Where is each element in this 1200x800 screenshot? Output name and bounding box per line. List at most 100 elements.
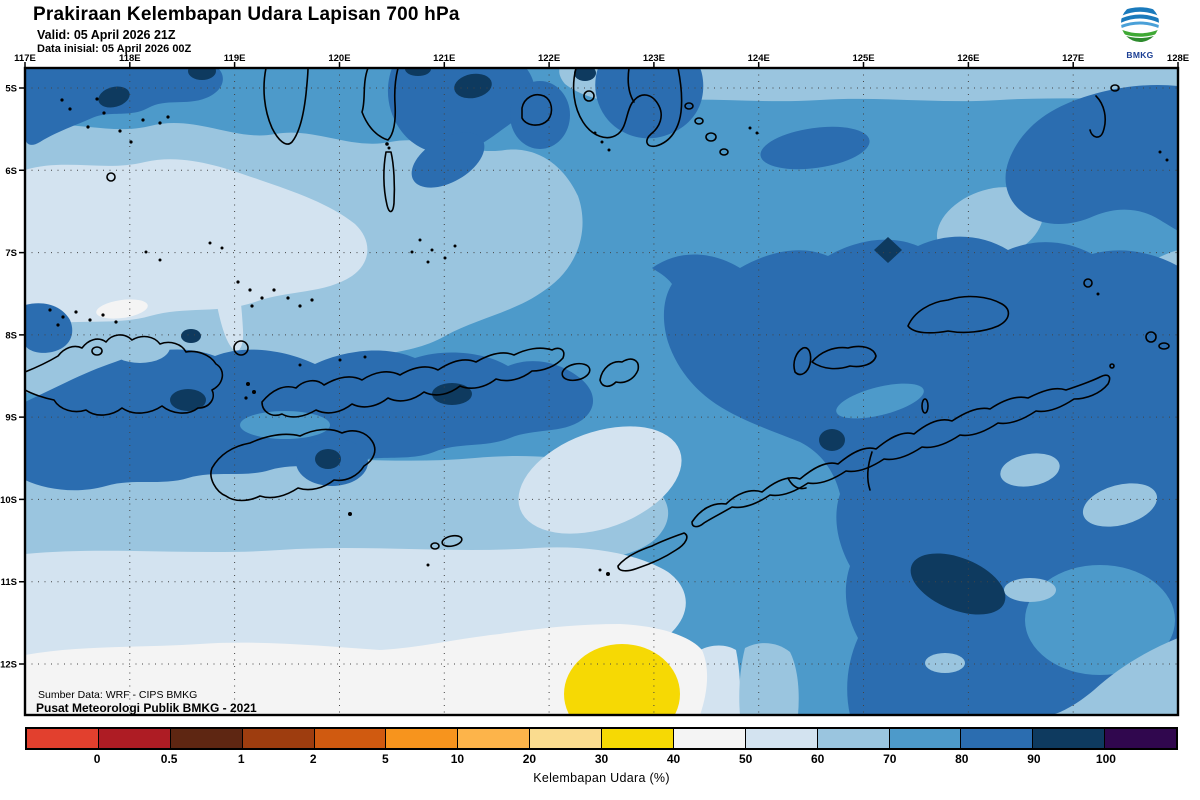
coast-kisar (1109, 363, 1115, 369)
left-axis-ticks (19, 87, 25, 665)
colorbar-segment (744, 729, 817, 748)
colorbar-segment (385, 729, 458, 748)
lon-label: 120E (328, 53, 350, 64)
colorbar-segment (97, 729, 170, 748)
coast-moa (1158, 342, 1170, 350)
coast-selayar (383, 151, 396, 213)
coast-sumbawa (25, 334, 224, 416)
colorbar-segment (601, 729, 673, 748)
colorbar-segment (816, 729, 889, 748)
lon-label: 117E (14, 53, 36, 64)
colorbar-segment (960, 729, 1033, 748)
coast-topright-islet (1110, 84, 1120, 92)
lon-label: 119E (224, 53, 246, 64)
coast-kabaena (521, 93, 553, 126)
colorbar-segment (888, 729, 961, 748)
lon-label: 127E (1062, 53, 1084, 64)
source-line-1: Sumber Data: WRF - CIPS BMKG (38, 689, 197, 701)
colorbar-tick-label: 2 (309, 752, 317, 766)
bmkg-logo-icon (1121, 4, 1159, 42)
coast-lembata (599, 358, 640, 388)
colorbar-tick-label: 80 (955, 752, 969, 766)
colorbar-segment (313, 729, 386, 748)
colorbar-segment (1032, 729, 1105, 748)
lat-label: 5S (5, 84, 17, 95)
coast-flores (261, 347, 565, 418)
lat-label: 11S (1, 577, 17, 588)
colorbar-tick-label: 50 (738, 752, 753, 766)
coast-pantar (793, 346, 812, 376)
lat-label: 10S (0, 495, 17, 506)
lon-label: 121E (433, 53, 455, 64)
source-line-2: Pusat Meteorologi Publik BMKG - 2021 (36, 701, 257, 715)
colorbar-segment (169, 729, 242, 748)
coast-buton-muna (572, 68, 683, 148)
colorbar-tick-label: 0 (93, 752, 101, 766)
coast-wetar (907, 295, 1010, 334)
coastlines (25, 68, 1170, 572)
coast-sangeang (233, 340, 249, 356)
lon-label: 118E (119, 53, 141, 64)
lat-label: 12S (0, 660, 17, 671)
coast-wakatobi-4 (719, 148, 729, 156)
colorbar-tick-label: 20 (522, 752, 537, 766)
coast-atauro (921, 398, 929, 414)
coast-timor (691, 374, 1111, 528)
coast-sumba (210, 428, 376, 502)
map-border (23, 66, 1180, 717)
coast-ring-island (106, 172, 116, 182)
lat-label: 9S (5, 413, 17, 424)
small-islands (48, 97, 1169, 576)
lon-label: 124E (748, 53, 770, 64)
colorbar-tick-label: 30 (594, 752, 609, 766)
coast-sulawesi-east (361, 68, 399, 141)
colorbar-tick-label: 5 (381, 752, 389, 766)
bmkg-logo-label: BMKG (1126, 50, 1154, 60)
colorbar-tick-labels: 0 0.5 1 2 5 10 20 30 40 50 60 70 80 90 100 (0, 752, 1200, 768)
coast-buton-strait (627, 68, 635, 103)
lat-label: 8S (5, 330, 17, 341)
coast-leti (1145, 331, 1157, 343)
contour-field (25, 68, 1178, 715)
lon-label: 123E (643, 53, 665, 64)
colorbar-tick-label: 10 (450, 752, 465, 766)
top-axis-ticks (24, 62, 1179, 68)
colorbar-tick-label: 60 (811, 752, 825, 766)
coast-wakatobi-2 (694, 117, 704, 125)
coast-moyo (91, 346, 103, 356)
lon-label: 122E (538, 53, 560, 64)
colorbar-segment (241, 729, 314, 748)
coast-sabu (441, 534, 463, 548)
colorbar-segment (672, 729, 745, 748)
coast-raijua (430, 542, 440, 550)
axis-ticks (19, 62, 1179, 665)
coast-sulawesi-sw (263, 68, 309, 145)
colorbar-segment (27, 729, 98, 748)
colorbar-tick-label: 90 (1027, 752, 1041, 766)
colorbar-tick-label: 40 (666, 752, 681, 766)
coast-wakatobi-3 (705, 132, 717, 142)
valid-text: Valid: 05 April 2026 21Z (37, 28, 176, 42)
coast-rote (617, 532, 688, 572)
lat-label: 7S (5, 248, 17, 259)
colorbar-tick-label: 1 (237, 752, 245, 766)
coast-timor-border-2 (787, 477, 807, 490)
colorbar-segment (1104, 729, 1176, 748)
bmkg-logo: BMKG (1117, 2, 1163, 60)
colorbar-segment (529, 729, 601, 748)
coast-timor-border-1 (867, 451, 873, 491)
colorbar-tick-label: 0.5 (160, 752, 178, 766)
coast-romang (1083, 278, 1093, 288)
colorbar-tick-label: 70 (883, 752, 897, 766)
axis-labels: 117E 118E 119E 120E 121E 122E 123E 124E 125E 126E… (0, 53, 1189, 671)
coast-wakatobi-1 (684, 102, 694, 110)
coast-topright (1089, 95, 1106, 138)
coast-atoll-ring (583, 90, 595, 102)
lon-label: 128E (1167, 53, 1189, 64)
init-text: Data inisial: 05 April 2026 00Z (37, 43, 192, 55)
lon-label: 125E (852, 53, 874, 64)
colorbar-tick-label: 100 (1095, 752, 1116, 766)
colorbar-caption: Kelembapan Udara (%) (533, 771, 670, 785)
